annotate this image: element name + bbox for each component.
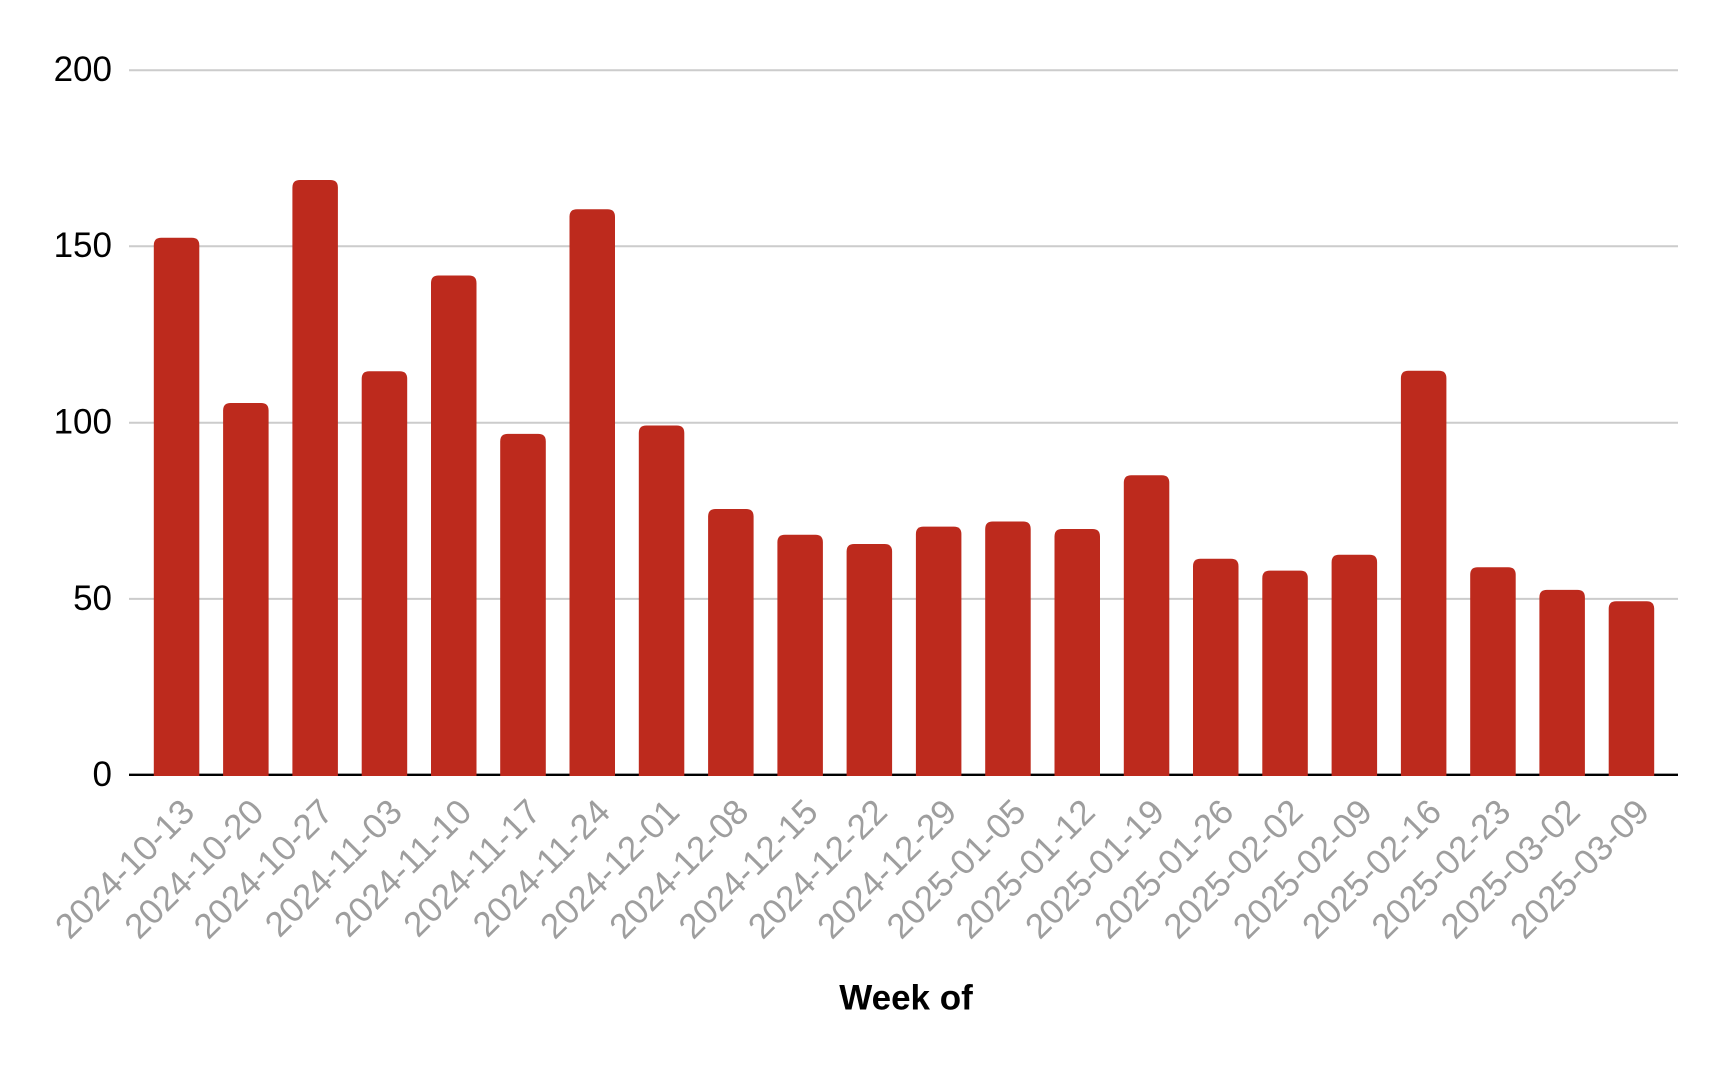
svg-text:100: 100 <box>54 403 112 442</box>
svg-text:0: 0 <box>93 755 112 794</box>
svg-text:Week of: Week of <box>839 979 973 1018</box>
svg-text:150: 150 <box>54 226 112 265</box>
svg-text:200: 200 <box>54 50 112 89</box>
svg-text:50: 50 <box>73 579 112 618</box>
